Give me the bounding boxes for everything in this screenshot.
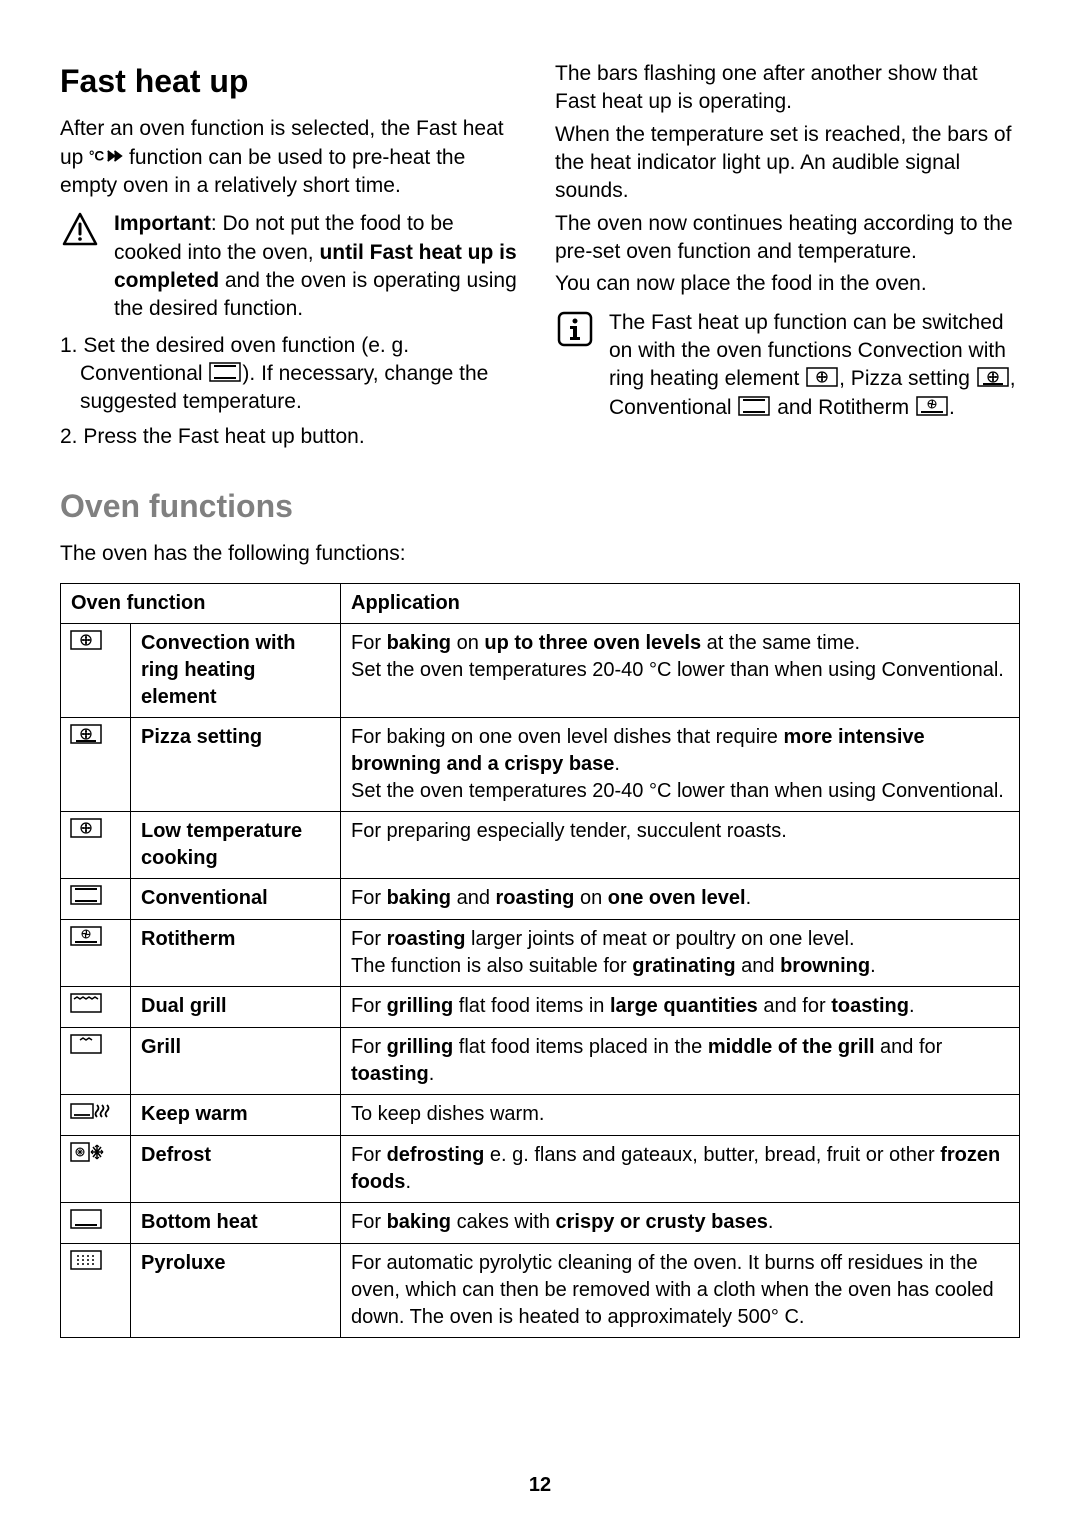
info-text: The Fast heat up function can be switche… — [609, 309, 1020, 422]
pizza-icon — [976, 367, 1010, 387]
function-name-cell: Defrost — [131, 1135, 341, 1202]
function-icon-cell — [61, 1094, 131, 1135]
fast-heat-icon — [89, 146, 123, 166]
table-row: Convection with ring heating elementFor … — [61, 623, 1020, 717]
function-icon-cell — [61, 717, 131, 811]
table-row: Keep warmTo keep dishes warm. — [61, 1094, 1020, 1135]
function-app-cell: For grilling flat food items in large qu… — [341, 986, 1020, 1027]
info-b: , Pizza setting — [839, 367, 976, 390]
step-2: 2. Press the Fast heat up button. — [60, 423, 525, 451]
function-app-cell: For grilling flat food items placed in t… — [341, 1027, 1020, 1094]
steps-list: 1. Set the desired oven function (e. g. … — [60, 332, 525, 451]
function-app-cell: For baking on up to three oven levels at… — [341, 623, 1020, 717]
function-icon-cell — [61, 1135, 131, 1202]
table-row: GrillFor grilling flat food items placed… — [61, 1027, 1020, 1094]
function-name-cell: Pyroluxe — [131, 1243, 341, 1337]
conventional-icon — [208, 362, 242, 382]
step-1: 1. Set the desired oven function (e. g. … — [60, 332, 525, 417]
right-p4: You can now place the food in the oven. — [555, 270, 1020, 298]
right-p3: The oven now continues heating according… — [555, 210, 1020, 267]
oven-functions-intro: The oven has the following functions: — [60, 540, 1020, 568]
warning-icon — [60, 210, 100, 323]
function-icon-cell — [61, 811, 131, 878]
rotitherm-icon — [915, 396, 949, 416]
intro-paragraph: After an oven function is selected, the … — [60, 115, 525, 200]
function-name-cell: Rotitherm — [131, 919, 341, 986]
function-app-cell: For defrosting e. g. flans and gateaux, … — [341, 1135, 1020, 1202]
function-app-cell: For baking cakes with crispy or crusty b… — [341, 1202, 1020, 1243]
oven-functions-section: Oven functions The oven has the followin… — [60, 485, 1020, 1338]
table-row: ConventionalFor baking and roasting on o… — [61, 878, 1020, 919]
info-e: . — [949, 396, 955, 419]
function-name-cell: Pizza setting — [131, 717, 341, 811]
function-app-cell: To keep dishes warm. — [341, 1094, 1020, 1135]
info-d: and Rotitherm — [771, 396, 915, 419]
table-row: Dual grillFor grilling flat food items i… — [61, 986, 1020, 1027]
function-name-cell: Low temperature cooking — [131, 811, 341, 878]
function-app-cell: For baking and roasting on one oven leve… — [341, 878, 1020, 919]
oven-functions-table: Oven function Application Convection wit… — [60, 583, 1020, 1338]
right-p1: The bars flashing one after another show… — [555, 60, 1020, 117]
function-icon-cell — [61, 1202, 131, 1243]
function-app-cell: For automatic pyrolytic cleaning of the … — [341, 1243, 1020, 1337]
fast-heat-up-section: Fast heat up After an oven function is s… — [60, 60, 1020, 457]
function-name-cell: Grill — [131, 1027, 341, 1094]
function-name-cell: Keep warm — [131, 1094, 341, 1135]
page-number: 12 — [0, 1472, 1080, 1499]
fast-heat-up-title: Fast heat up — [60, 60, 525, 103]
table-row: Pizza settingFor baking on one oven leve… — [61, 717, 1020, 811]
function-name-cell: Conventional — [131, 878, 341, 919]
function-icon-cell — [61, 1243, 131, 1337]
function-name-cell: Dual grill — [131, 986, 341, 1027]
important-label: Important — [114, 212, 211, 235]
function-icon-cell — [61, 986, 131, 1027]
function-name-cell: Convection with ring heating element — [131, 623, 341, 717]
fan-icon — [805, 367, 839, 387]
table-row: DefrostFor defrosting e. g. flans and ga… — [61, 1135, 1020, 1202]
th-application: Application — [341, 583, 1020, 623]
table-row: Bottom heatFor baking cakes with crispy … — [61, 1202, 1020, 1243]
function-app-cell: For baking on one oven level dishes that… — [341, 717, 1020, 811]
function-icon-cell — [61, 919, 131, 986]
info-callout: The Fast heat up function can be switche… — [555, 309, 1020, 422]
important-callout: Important: Do not put the food to be coo… — [60, 210, 525, 323]
info-icon — [555, 309, 595, 422]
conventional-icon — [737, 396, 771, 416]
right-p2: When the temperature set is reached, the… — [555, 121, 1020, 206]
function-icon-cell — [61, 878, 131, 919]
oven-functions-title: Oven functions — [60, 485, 1020, 528]
function-icon-cell — [61, 1027, 131, 1094]
function-app-cell: For roasting larger joints of meat or po… — [341, 919, 1020, 986]
function-icon-cell — [61, 623, 131, 717]
table-row: Low temperature cookingFor preparing esp… — [61, 811, 1020, 878]
th-function: Oven function — [61, 583, 341, 623]
function-name-cell: Bottom heat — [131, 1202, 341, 1243]
function-app-cell: For preparing especially tender, succule… — [341, 811, 1020, 878]
table-row: PyroluxeFor automatic pyrolytic cleaning… — [61, 1243, 1020, 1337]
table-row: RotithermFor roasting larger joints of m… — [61, 919, 1020, 986]
important-text: Important: Do not put the food to be coo… — [114, 210, 525, 323]
